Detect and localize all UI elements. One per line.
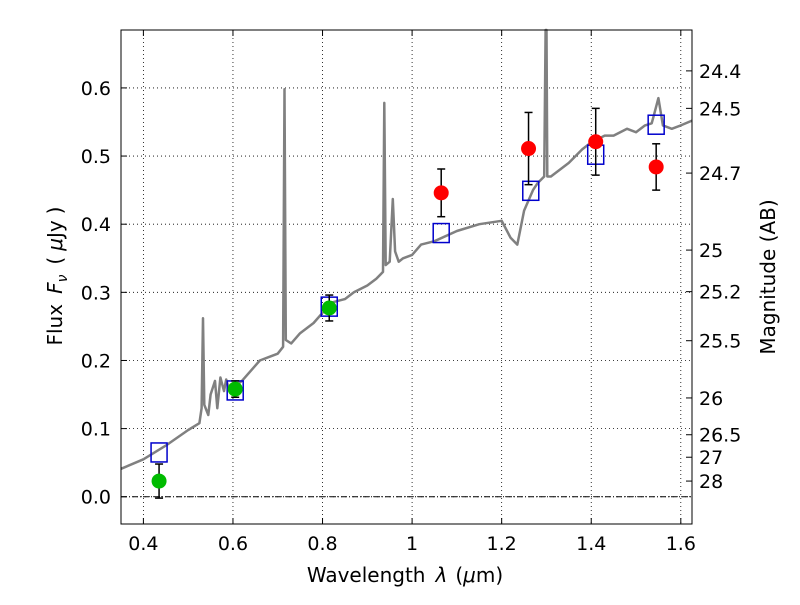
y2-tick-label: 25 — [699, 240, 723, 262]
observed-point — [151, 473, 167, 489]
y-tick-label: 0.1 — [81, 419, 111, 441]
observed-point — [227, 381, 243, 397]
y-tick-label: 0.6 — [81, 78, 111, 100]
x-axis-label: Wavelength — [307, 563, 426, 587]
y2-axis-title: Magnitude (AB) — [756, 199, 780, 354]
observed-point — [588, 134, 604, 150]
axis-tick-labels: 0.4 0.6 0.8 1 1.2 1.4 1.6 0.0 0.1 0.2 0.3 0.4 0.5 0.6… — [81, 61, 742, 555]
model-square-point — [647, 114, 665, 135]
y-axis-unit-rest: Jy — [43, 220, 67, 240]
y-axis-symbol-sub: ν — [55, 274, 71, 282]
y2-tick-label: 27 — [699, 447, 723, 469]
y2-tick-label: 24.4 — [699, 61, 741, 83]
x-axis-unit-open: ( — [455, 563, 463, 587]
y-axis-unit-mu: μ — [43, 238, 67, 252]
x-axis-title: Wavelength λ (μm) — [307, 563, 503, 587]
x-tick-label: 0.6 — [218, 533, 248, 555]
y-tick-label: 0.3 — [81, 282, 111, 304]
observed-point — [521, 141, 537, 157]
plot-frame — [120, 29, 693, 525]
x-tick-label: 1.2 — [487, 533, 517, 555]
y-axis-title: Flux Fν ( μJy) — [43, 206, 71, 345]
x-axis-unit-mu: μ — [462, 563, 476, 587]
x-tick-label: 1.4 — [576, 533, 606, 555]
y-tick-label: 0.4 — [81, 214, 111, 236]
template-spectrum-line — [120, 28, 693, 470]
grid-lines — [121, 30, 692, 524]
y-axis-symbol: F — [43, 282, 67, 294]
x-axis-symbol: λ — [434, 563, 447, 587]
y2-tick-label: 24.7 — [699, 163, 741, 185]
observed-point — [321, 300, 337, 316]
y-axis-unit-open: ( — [43, 257, 67, 265]
y-axis-unit-close: ) — [43, 206, 67, 214]
observed-point — [648, 159, 664, 175]
model-square-point — [432, 222, 450, 244]
data-marks — [150, 107, 665, 499]
x-tick-label: 0.8 — [307, 533, 337, 555]
y2-tick-label: 28 — [699, 471, 723, 493]
x-tick-label: 1 — [406, 533, 418, 555]
model-square-point — [522, 180, 540, 202]
model-square-point — [150, 442, 168, 463]
x-tick-label: 0.4 — [128, 533, 158, 555]
y2-tick-label: 24.5 — [699, 98, 741, 120]
y2-tick-label: 25.5 — [699, 331, 741, 353]
y2-tick-label: 26.5 — [699, 425, 741, 447]
axis-ticks — [121, 30, 692, 524]
y-tick-label: 0.2 — [81, 350, 111, 372]
y-tick-label: 0.0 — [81, 487, 111, 509]
y2-tick-label: 25.2 — [699, 282, 741, 304]
y-tick-label: 0.5 — [81, 146, 111, 168]
x-axis-unit-rest: m) — [476, 563, 503, 587]
y2-tick-label: 26 — [699, 388, 723, 410]
observed-point — [433, 185, 449, 201]
x-tick-label: 1.6 — [666, 533, 696, 555]
y-axis-label: Flux — [43, 304, 67, 346]
